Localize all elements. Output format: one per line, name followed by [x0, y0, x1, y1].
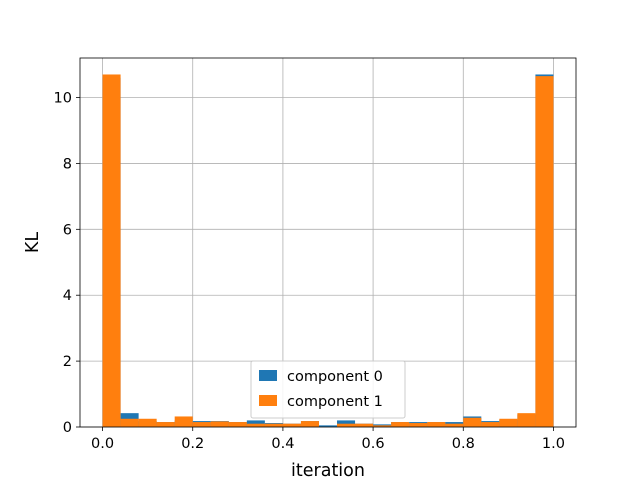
- x-tick-label: 0.4: [271, 436, 294, 452]
- bar-component-1: [120, 418, 139, 427]
- bar-component-1: [156, 422, 175, 427]
- y-tick-label: 8: [63, 156, 72, 172]
- x-axis-ticks: 0.0 0.2 0.4 0.6 0.8 1.0: [91, 427, 565, 452]
- x-tick-label: 0.6: [362, 436, 385, 452]
- bar-component-1: [102, 74, 121, 428]
- bar-component-1: [300, 421, 319, 427]
- legend-swatch-component-0: [259, 370, 277, 381]
- x-tick-label: 0.0: [91, 436, 114, 452]
- y-tick-label: 2: [63, 354, 72, 370]
- bar-component-1: [355, 423, 374, 427]
- bar-component-1: [445, 423, 464, 427]
- y-axis-label: KL: [23, 232, 43, 253]
- x-tick-label: 0.8: [452, 436, 475, 452]
- y-tick-label: 10: [54, 91, 72, 107]
- x-axis-label: iteration: [291, 461, 365, 480]
- bar-component-1: [210, 421, 229, 427]
- bar-component-1: [391, 422, 410, 427]
- x-tick-label: 1.0: [542, 436, 565, 452]
- bar-component-1: [463, 417, 482, 427]
- bar-component-1: [337, 423, 356, 427]
- legend-label-component-1: component 1: [287, 394, 383, 410]
- series-component-1: [102, 74, 554, 428]
- legend: component 0 component 1: [250, 360, 406, 419]
- bar-component-1: [409, 423, 428, 427]
- y-tick-label: 4: [63, 288, 72, 304]
- bar-component-0: [318, 425, 338, 427]
- bar-component-1: [228, 422, 247, 427]
- bar-component-1: [192, 422, 211, 427]
- bar-component-1: [535, 76, 554, 427]
- y-tick-label: 0: [63, 420, 72, 436]
- bar-component-1: [499, 418, 518, 427]
- bar-component-1: [264, 423, 283, 427]
- y-axis-ticks: 0 2 4 6 8 10: [54, 91, 80, 436]
- x-tick-label: 0.2: [181, 436, 204, 452]
- bar-component-1: [138, 418, 157, 427]
- y-tick-label: 6: [63, 222, 72, 238]
- bar-component-1: [246, 423, 265, 427]
- legend-label-component-0: component 0: [287, 369, 383, 385]
- bar-component-1: [481, 422, 500, 427]
- bar-component-1: [174, 416, 193, 427]
- bar-component-1: [427, 422, 446, 427]
- legend-box: [250, 360, 406, 419]
- plot-frame: [79, 57, 577, 428]
- bar-component-1: [282, 423, 301, 427]
- legend-swatch-component-1: [259, 395, 277, 406]
- bar-component-1: [517, 413, 536, 427]
- bar-component-1: [373, 425, 392, 427]
